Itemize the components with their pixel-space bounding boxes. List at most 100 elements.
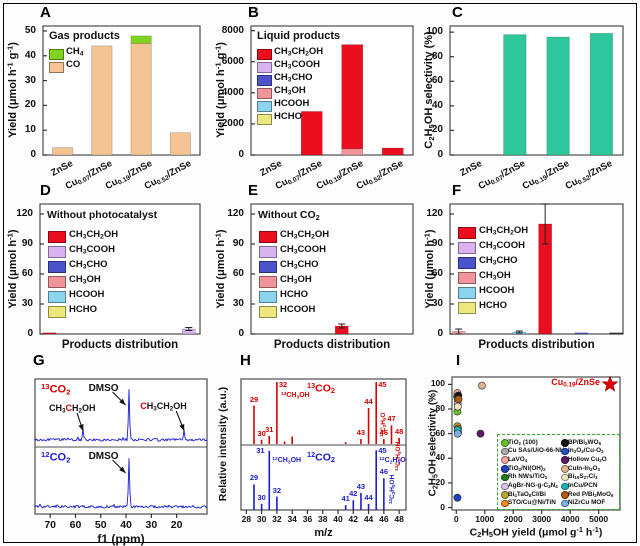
x-tick-label: 50 bbox=[94, 519, 107, 531]
axis-label-x: Products distribution bbox=[478, 339, 595, 351]
legend-label: CH3CH2OH bbox=[479, 225, 529, 237]
bar bbox=[300, 111, 323, 156]
peak-label: 32 bbox=[278, 380, 288, 389]
axis-label-x: m/z bbox=[314, 527, 333, 539]
x-tick-label: 46 bbox=[379, 514, 389, 524]
x-tick-label: 70 bbox=[44, 519, 57, 531]
y-tick-label: 120 bbox=[227, 208, 244, 219]
peak-label: 12CH3OH bbox=[272, 457, 302, 466]
legend-dot bbox=[501, 465, 509, 473]
legend-label: Rh NWs/TiO2 bbox=[508, 473, 548, 481]
x-tick-label: 38 bbox=[318, 514, 328, 524]
panel-title: Without CO2 bbox=[258, 209, 320, 222]
x-tick-label: 40 bbox=[333, 514, 343, 524]
bar bbox=[52, 147, 74, 156]
axis-label-x: Products distribution bbox=[61, 339, 179, 351]
panel-letter-c: C bbox=[452, 4, 463, 21]
y-tick-label: 0 bbox=[437, 328, 443, 339]
nmr-trace bbox=[34, 389, 208, 442]
peak-label: 31 bbox=[256, 446, 265, 455]
spectrum-label: 13CO2 bbox=[41, 382, 71, 397]
x-tick-label: 42 bbox=[348, 514, 359, 524]
panel-letter-a: A bbox=[40, 4, 51, 21]
legend-label: CH4 bbox=[66, 46, 84, 58]
legend-dot bbox=[561, 482, 569, 491]
axis-label-x: C2H5OH yield (μmol g-1 h-1) bbox=[469, 525, 603, 540]
category-label: Cu0.07/ZnSe bbox=[476, 158, 528, 192]
legend-dot bbox=[501, 439, 509, 447]
legend-box bbox=[497, 434, 620, 510]
category-label: ZnSe bbox=[458, 158, 485, 179]
y-tick-label: 40 bbox=[435, 452, 445, 463]
legend-dot bbox=[561, 447, 569, 456]
y-tick-label: 120 bbox=[426, 208, 443, 219]
y-tick-label: 80 bbox=[431, 50, 443, 62]
panel-letter-e: E bbox=[248, 182, 259, 199]
legend-label: HCOOH bbox=[280, 304, 316, 315]
bar bbox=[169, 132, 191, 156]
axis-label-y: C2H5OH selectivity (%) bbox=[427, 389, 440, 497]
legend-label: CO bbox=[66, 59, 81, 70]
legend-label: HCOOH bbox=[479, 285, 515, 296]
bar bbox=[381, 147, 404, 156]
x-tick-label: 34 bbox=[287, 514, 297, 524]
legend-label: CH3CHO bbox=[69, 259, 108, 271]
y-tick-label: 0 bbox=[238, 328, 244, 339]
peak-label: 43 bbox=[356, 481, 366, 491]
legend-dot bbox=[501, 491, 509, 499]
scatter-point bbox=[477, 381, 486, 390]
y-tick-label: 120 bbox=[16, 208, 33, 219]
panel-letter-f: F bbox=[452, 182, 462, 199]
legend-dot bbox=[561, 473, 569, 482]
y-tick-label: 60 bbox=[232, 268, 244, 279]
plot-box bbox=[449, 203, 624, 335]
bar bbox=[503, 34, 527, 156]
y-tick-label: 60 bbox=[435, 427, 445, 438]
legend-label: HCOOH bbox=[69, 289, 105, 300]
x-tick-label: 32 bbox=[272, 514, 282, 524]
legend-swatch bbox=[259, 306, 277, 318]
peak-label: 45 bbox=[378, 380, 387, 389]
legend-dot bbox=[501, 447, 509, 456]
legend-label: CH3CHO bbox=[479, 255, 518, 267]
legend-label: BP/Bi2WO6 bbox=[568, 438, 602, 446]
axis-label-x: f1 (ppm) bbox=[97, 532, 145, 546]
arrow-head-icon bbox=[119, 466, 126, 473]
legend-swatch bbox=[49, 49, 64, 60]
scatter-point bbox=[476, 429, 485, 438]
x-tick-label: 28 bbox=[241, 514, 252, 524]
legend-swatch bbox=[259, 231, 277, 243]
legend-label: STO/Cu@Ni/TiN bbox=[508, 499, 556, 507]
scatter-point bbox=[453, 429, 462, 438]
y-tick-label: 100 bbox=[430, 378, 445, 389]
legend-dot bbox=[561, 499, 569, 508]
x-tick-label: 48 bbox=[394, 514, 404, 524]
peak-label: 41 bbox=[341, 494, 350, 504]
legend-dot bbox=[501, 482, 509, 491]
category-label: Cu0.19/ZnSe bbox=[520, 158, 571, 192]
bar bbox=[91, 45, 113, 156]
category-label: ZnSe bbox=[49, 158, 76, 179]
x-tick-label: 1000 bbox=[475, 514, 495, 524]
y-tick-label: 100 bbox=[426, 26, 443, 38]
legend-dot bbox=[501, 499, 509, 508]
y-tick-label: 30 bbox=[21, 298, 33, 309]
category-label: ZnSe bbox=[258, 158, 284, 179]
x-tick-label: 30 bbox=[256, 514, 267, 524]
y-tick-label: 2000 bbox=[221, 117, 244, 129]
peak-label: 48 bbox=[394, 426, 404, 436]
legend-label: Cu SAs/UiO-66-NH2 bbox=[508, 447, 567, 455]
legend-label: TiO2/Ni(OH)2 bbox=[508, 464, 546, 472]
peak-label: 44 bbox=[364, 397, 373, 407]
legend-label: CH3CH2OH bbox=[280, 229, 330, 241]
y-tick-label: 40 bbox=[431, 99, 443, 111]
x-tick-label: 60 bbox=[69, 519, 82, 531]
arrow-head-icon bbox=[78, 424, 84, 431]
axis-label-x: Products distribution bbox=[273, 339, 391, 351]
legend-label: HCHO bbox=[280, 289, 308, 300]
y-tick-label: 30 bbox=[24, 74, 36, 86]
y-tick-label: 4000 bbox=[221, 86, 244, 98]
panel-letter-b: B bbox=[248, 4, 259, 21]
peak-label: 43 bbox=[356, 428, 366, 438]
